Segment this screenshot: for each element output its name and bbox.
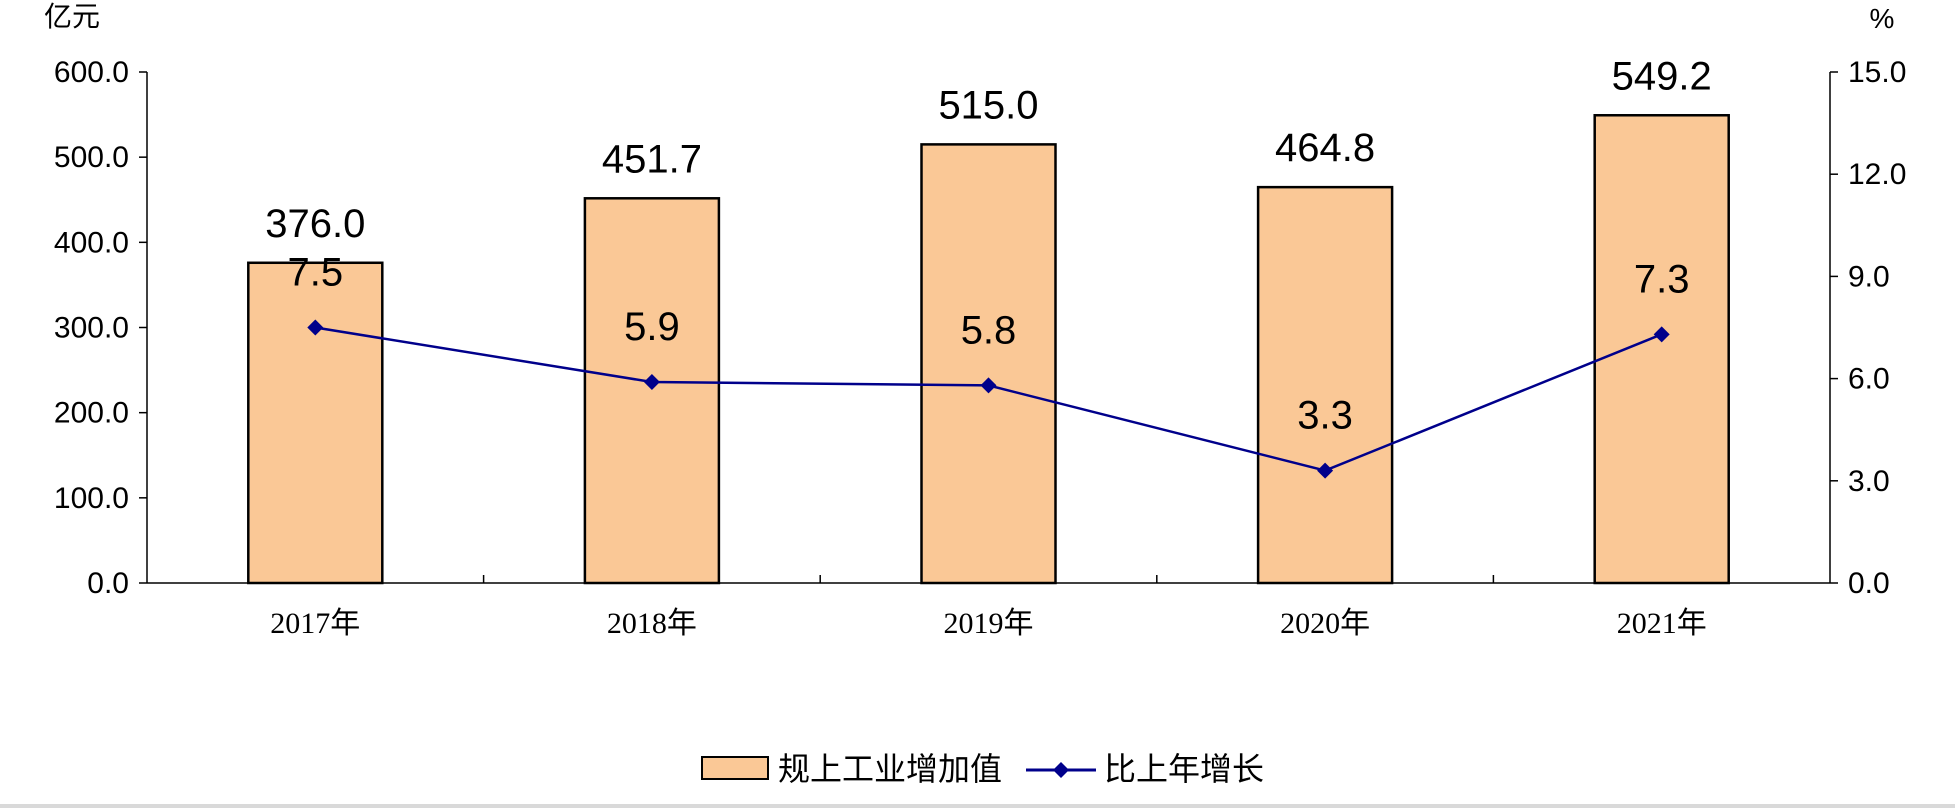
- left-tick-label: 0.0: [87, 567, 129, 600]
- left-tick-label: 500.0: [54, 141, 129, 174]
- bar-value-label: 515.0: [938, 83, 1038, 127]
- left-tick-label: 600.0: [54, 56, 129, 89]
- legend: 规上工业增加值 比上年增长: [701, 751, 1264, 787]
- bar: [583, 197, 721, 585]
- line-value-label: 7.5: [287, 251, 343, 295]
- bar-value-labels: 376.0 451.7 515.0 464.8 549.2: [265, 54, 1712, 246]
- line-value-label: 5.9: [624, 305, 680, 349]
- right-tick-label: 9.0: [1848, 260, 1890, 293]
- bottom-rule: [0, 804, 1955, 808]
- line-marker: [643, 374, 660, 391]
- bar: [1593, 114, 1730, 585]
- bar: [1256, 185, 1394, 585]
- right-tick-label: 15.0: [1848, 56, 1906, 89]
- right-tick-label: 12.0: [1848, 158, 1906, 191]
- bar: [920, 143, 1057, 585]
- bar-value-label: 376.0: [265, 202, 365, 246]
- category-labels: 2017年 2018年 2019年 2020年 2021年: [270, 607, 1706, 640]
- left-tick-label: 200.0: [54, 397, 129, 430]
- right-tick-label: 6.0: [1848, 363, 1890, 396]
- line-marker: [1653, 326, 1670, 343]
- legend-line-label: 比上年增长: [1104, 751, 1264, 787]
- bar-value-label: 451.7: [602, 137, 702, 181]
- line-value-label: 5.8: [961, 308, 1017, 352]
- right-tick-label: 0.0: [1848, 567, 1890, 600]
- category-label: 2018年: [607, 607, 697, 640]
- line-marker: [307, 319, 324, 336]
- category-label: 2017年: [270, 607, 360, 640]
- category-label: 2021年: [1617, 607, 1707, 640]
- right-axis-unit: %: [1870, 3, 1895, 34]
- bar-series: [247, 114, 1730, 585]
- line-series: [307, 319, 1670, 479]
- category-label: 2019年: [944, 607, 1034, 640]
- left-tick-label: 400.0: [54, 226, 129, 259]
- legend-line-marker: [1053, 762, 1069, 778]
- legend-bar-label: 规上工业增加值: [778, 751, 1002, 787]
- category-label: 2020年: [1280, 607, 1370, 640]
- bar: [247, 261, 384, 585]
- left-tick-label: 100.0: [54, 482, 129, 515]
- line-marker: [980, 377, 997, 394]
- line-value-labels: 7.5 5.9 5.8 3.3 7.3: [287, 251, 1689, 438]
- legend-bar-swatch: [701, 756, 769, 780]
- axes: [146, 72, 1831, 584]
- right-axis-ticks: 0.0 3.0 6.0 9.0 12.0 15.0: [1830, 56, 1906, 600]
- line-value-label: 3.3: [1297, 394, 1353, 438]
- left-axis-unit: 亿元: [44, 1, 100, 32]
- line-marker: [1317, 462, 1334, 479]
- bar-value-label: 464.8: [1275, 126, 1375, 170]
- left-axis-ticks: 0.0 100.0 200.0 300.0 400.0 500.0 600.0: [54, 56, 147, 600]
- line-value-label: 7.3: [1634, 257, 1690, 301]
- right-tick-label: 3.0: [1848, 465, 1890, 498]
- bar-value-label: 549.2: [1612, 54, 1712, 98]
- left-tick-label: 300.0: [54, 312, 129, 345]
